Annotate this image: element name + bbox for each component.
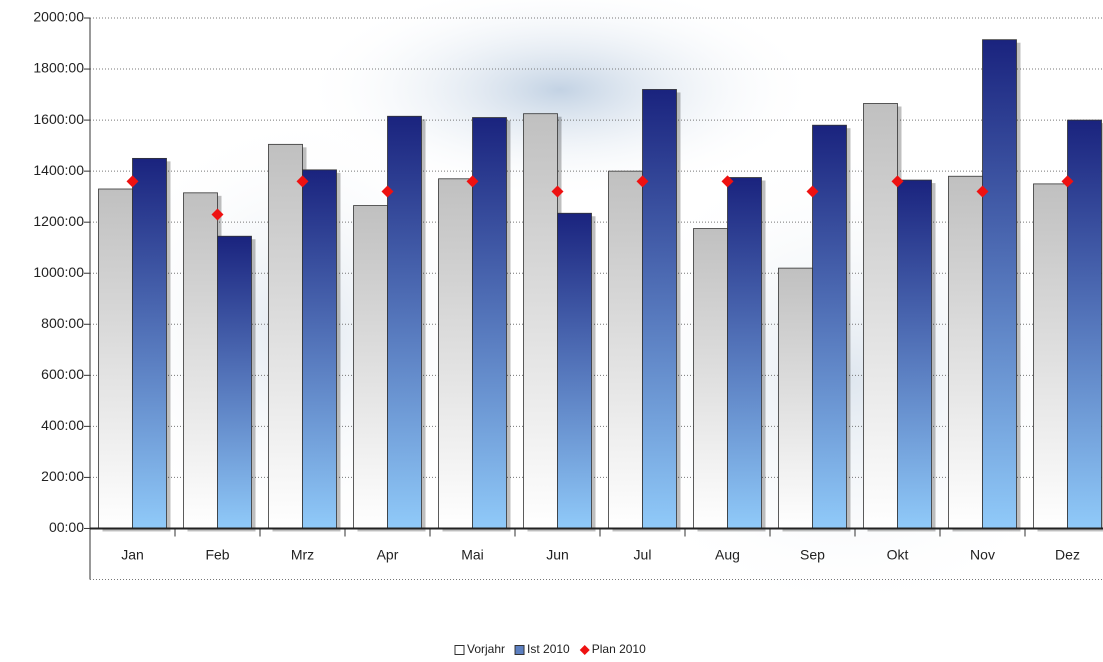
legend-label: Plan 2010 xyxy=(592,642,646,656)
legend-marker xyxy=(579,645,590,655)
x-tick-label: Jul xyxy=(634,547,652,563)
bar xyxy=(353,205,388,529)
y-tick-label: 600:00 xyxy=(41,366,84,382)
bar xyxy=(778,267,813,529)
y-tick-label: 800:00 xyxy=(41,315,84,331)
bar xyxy=(608,170,643,529)
bar xyxy=(1067,119,1102,529)
y-tick-label: 1400:00 xyxy=(33,162,84,178)
plan-marker xyxy=(211,208,224,221)
plan-marker xyxy=(806,185,819,198)
x-tick-label: Feb xyxy=(205,547,229,563)
plan-marker xyxy=(891,175,904,188)
x-tick-label: Aug xyxy=(715,547,740,563)
bar xyxy=(1033,183,1068,529)
legend: Vorjahr Ist 2010 Plan 2010 xyxy=(454,642,646,656)
x-tick-label: Dez xyxy=(1055,547,1080,563)
y-tick-label: 1200:00 xyxy=(33,213,84,229)
bar xyxy=(948,175,983,529)
bar xyxy=(982,39,1017,529)
x-tick-label: Mrz xyxy=(291,547,314,563)
x-tick-label: Jan xyxy=(121,547,144,563)
bar xyxy=(132,157,167,529)
plan-marker xyxy=(1061,175,1074,188)
legend-label: Vorjahr xyxy=(467,642,505,656)
bar xyxy=(642,89,677,529)
legend-marker xyxy=(454,645,465,655)
bar xyxy=(812,124,847,529)
bar xyxy=(387,115,422,529)
plan-marker xyxy=(636,175,649,188)
legend-marker xyxy=(514,645,525,655)
bar xyxy=(863,103,898,529)
x-tick-label: Okt xyxy=(887,547,909,563)
background-cloud xyxy=(300,0,820,200)
bar xyxy=(438,178,473,529)
bar xyxy=(557,212,592,529)
plan-marker xyxy=(551,185,564,198)
x-tick-label: Apr xyxy=(377,547,399,563)
bar xyxy=(217,235,252,529)
y-tick-label: 200:00 xyxy=(41,468,84,484)
x-tick-label: Mai xyxy=(461,547,484,563)
plan-marker xyxy=(296,175,309,188)
x-tick-label: Jun xyxy=(546,547,569,563)
x-tick-label: Sep xyxy=(800,547,825,563)
bar xyxy=(98,188,133,529)
bar xyxy=(302,169,337,529)
plan-marker xyxy=(466,175,479,188)
y-tick-label: 00:00 xyxy=(49,519,84,535)
y-tick-label: 1000:00 xyxy=(33,264,84,280)
plan-marker xyxy=(976,185,989,198)
plan-marker xyxy=(126,175,139,188)
bar xyxy=(897,179,932,529)
y-tick-label: 1600:00 xyxy=(33,111,84,127)
plan-marker xyxy=(721,175,734,188)
legend-label: Ist 2010 xyxy=(527,642,570,656)
bar xyxy=(268,143,303,529)
plan-marker xyxy=(381,185,394,198)
y-tick-label: 2000:00 xyxy=(33,9,84,25)
bar xyxy=(727,177,762,529)
bar xyxy=(523,113,558,529)
y-tick-label: 400:00 xyxy=(41,417,84,433)
y-tick-label: 1800:00 xyxy=(33,60,84,76)
bar xyxy=(693,228,728,529)
x-tick-label: Nov xyxy=(970,547,995,563)
bar xyxy=(183,192,218,529)
bar xyxy=(472,117,507,529)
